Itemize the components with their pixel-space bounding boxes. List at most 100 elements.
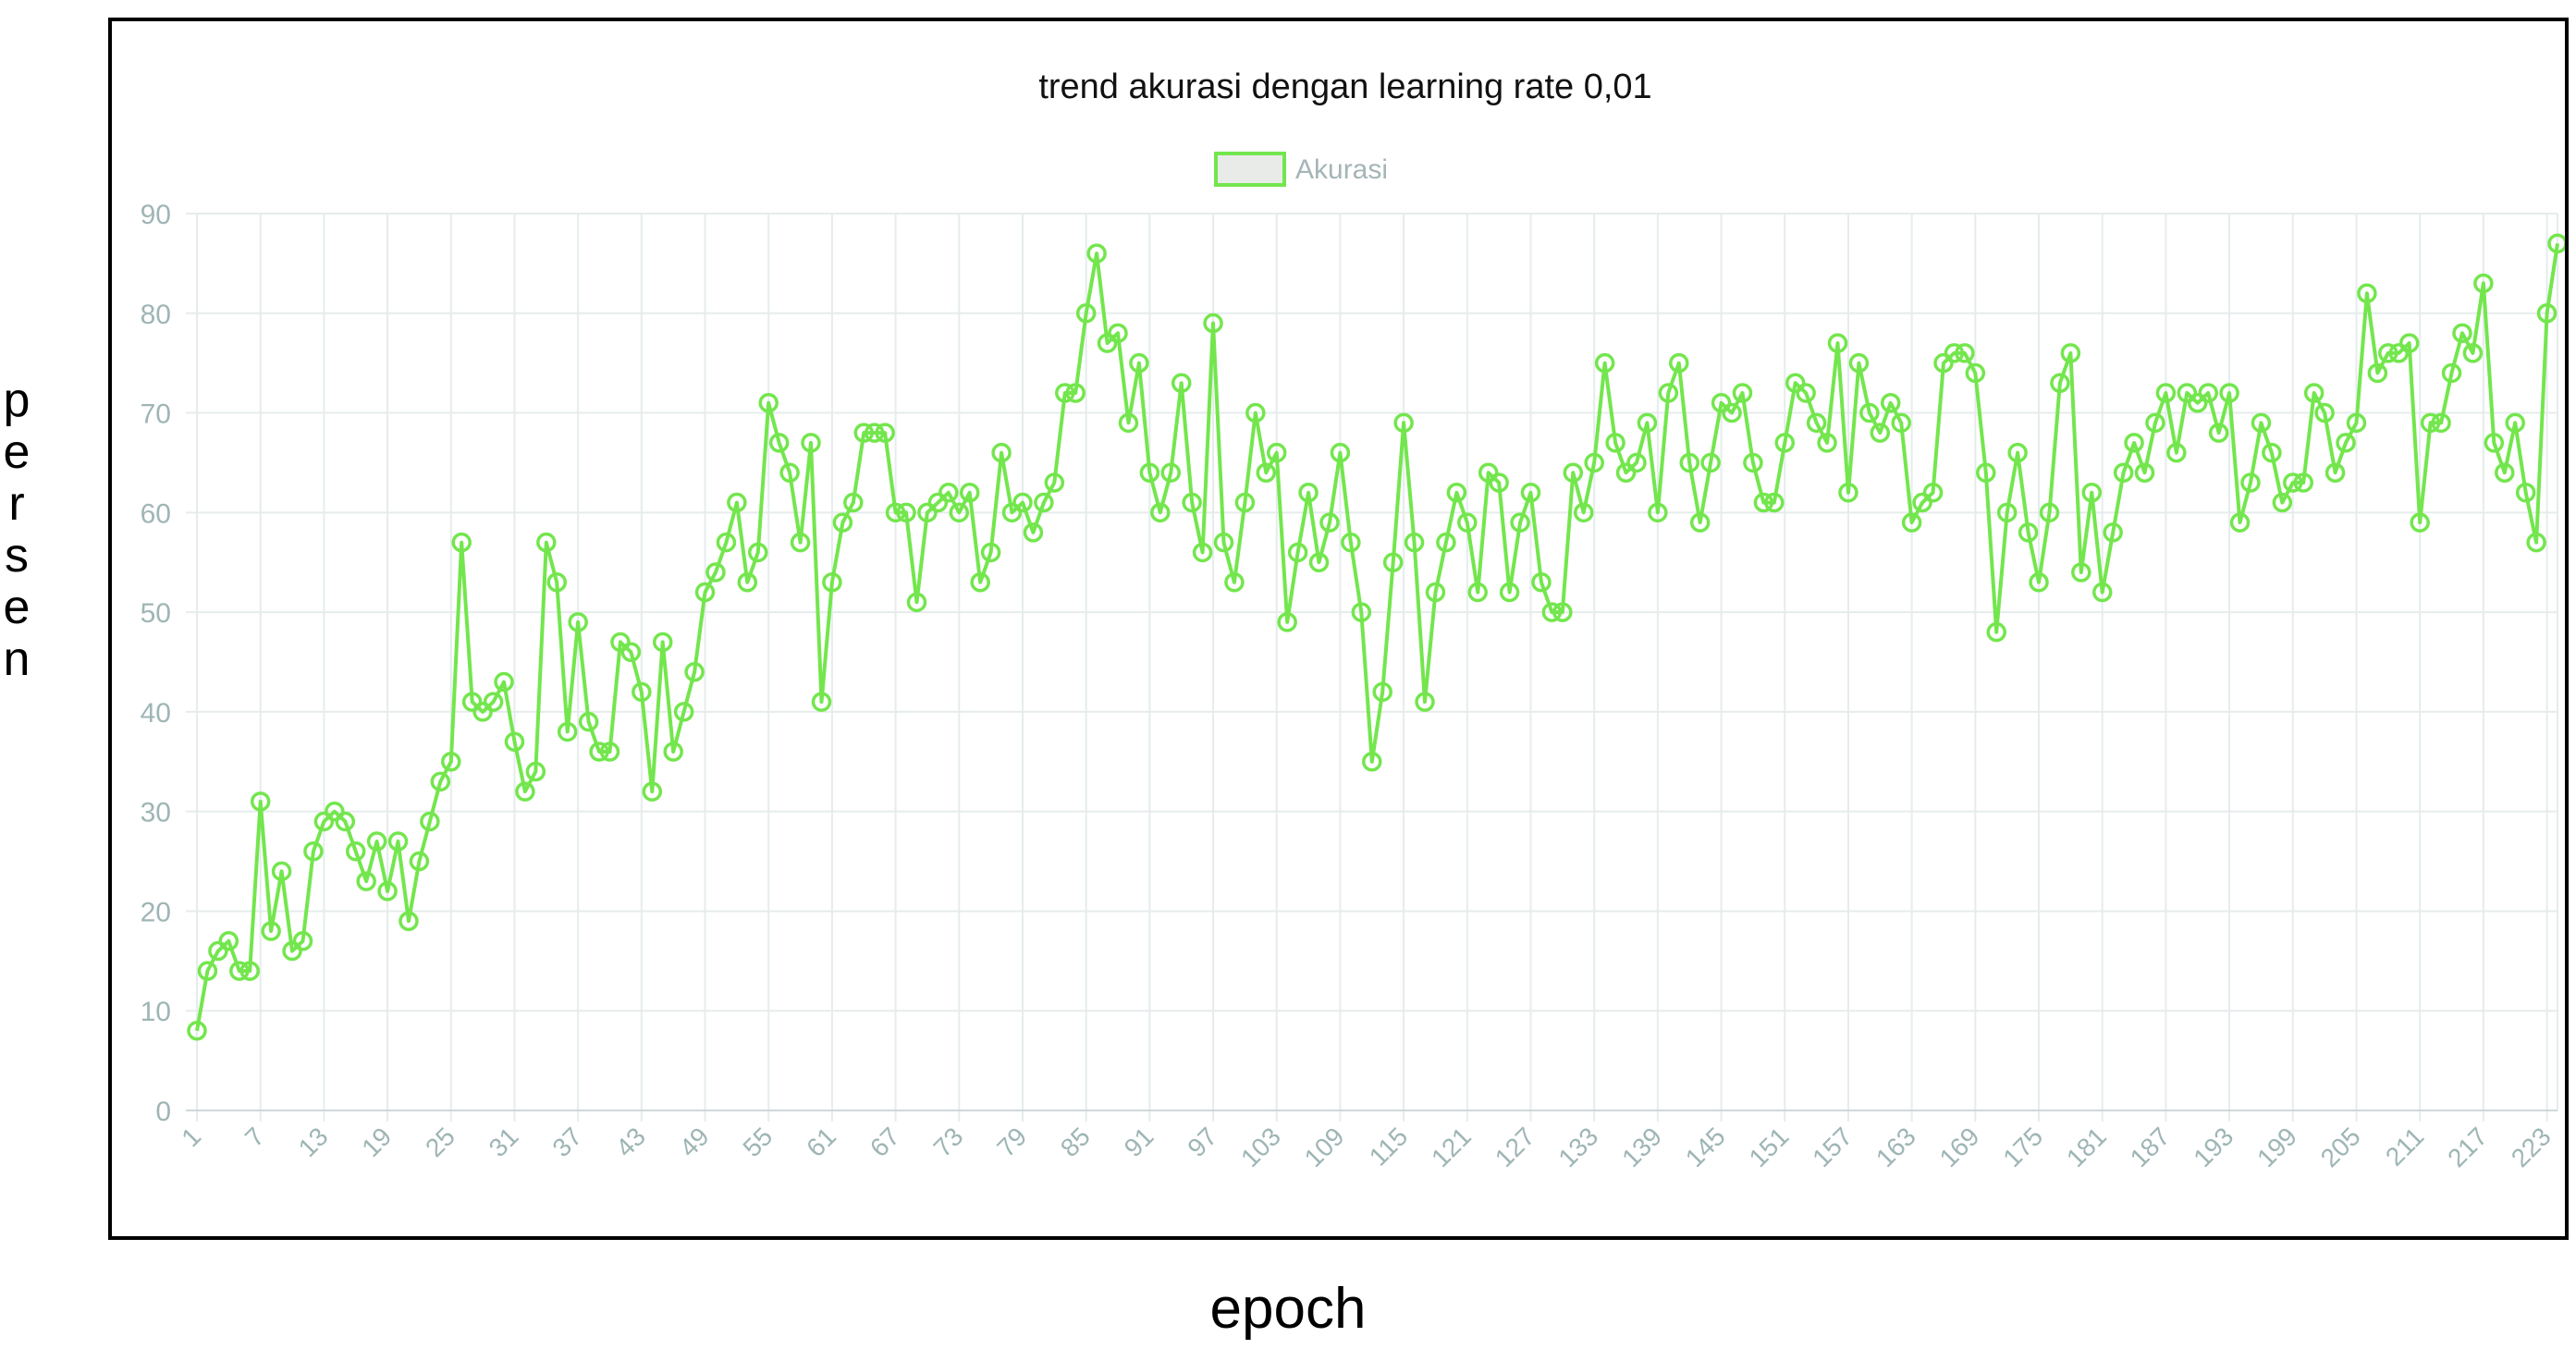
data-point xyxy=(1075,303,1097,324)
data-point xyxy=(483,692,504,712)
x-tick-label: 55 xyxy=(738,1122,779,1162)
data-point xyxy=(1012,492,1033,513)
data-point xyxy=(2526,532,2546,553)
data-point xyxy=(822,572,842,593)
data-point xyxy=(1944,343,1965,363)
data-point xyxy=(620,642,642,662)
data-point xyxy=(1891,412,1911,434)
y-tick-label: 0 xyxy=(155,1097,171,1127)
data-point xyxy=(2198,383,2218,403)
data-point xyxy=(303,841,324,862)
data-point xyxy=(313,811,335,832)
data-point xyxy=(2091,582,2113,603)
y-axis-title-letter: r xyxy=(8,477,25,531)
data-point xyxy=(2029,572,2049,593)
data-point xyxy=(991,442,1012,463)
data-point xyxy=(1287,542,1308,563)
data-point xyxy=(1330,442,1351,463)
data-point xyxy=(2452,323,2472,344)
data-point xyxy=(673,702,694,722)
data-point xyxy=(1648,502,1668,523)
data-point xyxy=(790,532,811,553)
data-point xyxy=(2346,412,2367,434)
data-point xyxy=(335,811,356,832)
data-point xyxy=(1605,433,1625,453)
x-tick-label: 193 xyxy=(2188,1122,2239,1172)
data-point xyxy=(1922,483,1944,503)
data-point xyxy=(843,492,864,513)
data-point xyxy=(1689,512,1711,533)
data-point xyxy=(399,911,419,931)
data-point xyxy=(1298,483,1319,503)
data-point xyxy=(694,582,716,603)
x-tick-label: 85 xyxy=(1055,1122,1096,1162)
data-point xyxy=(1700,452,1721,473)
data-point xyxy=(768,433,790,453)
data-point xyxy=(1139,462,1160,483)
data-point xyxy=(2495,462,2515,483)
y-axis-title-letter: s xyxy=(5,529,29,583)
data-point xyxy=(1182,492,1202,513)
data-point xyxy=(1097,333,1118,353)
data-point xyxy=(1669,352,1689,374)
data-point xyxy=(197,961,218,981)
x-tick-label: 157 xyxy=(1807,1122,1858,1172)
data-point xyxy=(1001,502,1023,523)
y-tick-label: 10 xyxy=(141,997,171,1027)
data-point xyxy=(737,572,758,593)
data-point xyxy=(853,423,875,443)
data-point xyxy=(1711,393,1732,413)
data-point xyxy=(2155,383,2177,403)
data-point xyxy=(1658,383,1679,403)
y-axis-title-letter: e xyxy=(3,425,31,479)
data-point xyxy=(1351,602,1372,622)
data-point xyxy=(1827,333,1848,353)
data-point xyxy=(239,961,260,981)
x-tick-label: 175 xyxy=(1997,1122,2048,1172)
data-point xyxy=(2336,433,2356,453)
data-point xyxy=(1245,402,1266,423)
data-point xyxy=(1880,393,1901,413)
data-point xyxy=(2018,522,2039,543)
data-point xyxy=(377,881,398,901)
data-point xyxy=(1108,323,1128,344)
data-point xyxy=(2050,373,2070,393)
x-axis-title: epoch xyxy=(1209,1277,1367,1341)
data-point xyxy=(282,940,302,962)
data-point xyxy=(2388,343,2410,363)
x-tick-label: 19 xyxy=(356,1122,397,1162)
data-point xyxy=(1870,423,1891,443)
data-point xyxy=(1415,692,1435,712)
data-point xyxy=(2081,483,2103,503)
data-point xyxy=(1341,532,1361,553)
data-point xyxy=(1393,412,1414,434)
x-tick-label: 121 xyxy=(1426,1122,1477,1172)
data-point xyxy=(2357,283,2377,303)
data-point xyxy=(1732,383,1753,403)
data-point xyxy=(917,502,938,523)
data-point xyxy=(229,961,250,981)
data-point xyxy=(1192,542,1213,563)
data-point xyxy=(1129,352,1149,374)
y-tick-label: 90 xyxy=(141,200,171,230)
data-point xyxy=(2505,412,2525,434)
data-point xyxy=(325,801,345,822)
data-point xyxy=(832,512,853,533)
data-point xyxy=(1055,383,1075,403)
data-point xyxy=(589,742,609,762)
data-point xyxy=(504,731,525,752)
x-tick-label: 49 xyxy=(674,1122,715,1162)
data-point xyxy=(1774,433,1796,453)
data-point xyxy=(864,423,885,443)
data-point xyxy=(2484,433,2505,453)
data-point xyxy=(2219,383,2239,403)
data-point xyxy=(1256,462,1277,483)
x-tick-label: 73 xyxy=(928,1122,969,1162)
x-axis-ticks: 1 7 13 19 25 31 37 43 49 55 61 67 73 79 85 91 97 103 109 11… xyxy=(176,1122,2556,1172)
data-point xyxy=(2113,462,2134,483)
data-point xyxy=(1848,352,1870,374)
x-tick-label: 25 xyxy=(420,1122,460,1162)
data-point xyxy=(1160,462,1182,483)
data-point xyxy=(896,502,916,523)
y-axis-ticks: 0 10 20 30 40 50 60 70 80 90 xyxy=(141,200,171,1127)
